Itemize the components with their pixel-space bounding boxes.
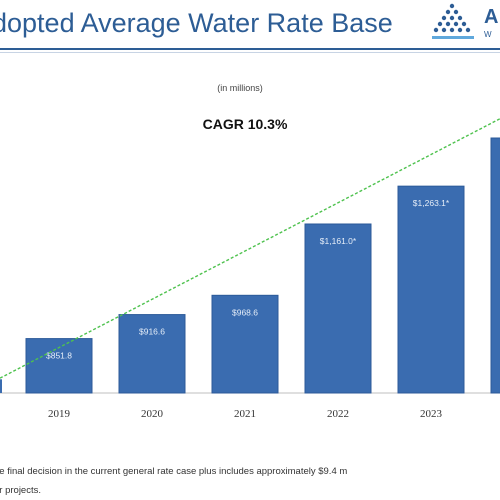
cagr-trend-line	[0, 118, 500, 379]
x-tick-label: 2022	[327, 408, 349, 420]
bar-value-label: $851.8	[46, 351, 72, 361]
title-divider-thin	[0, 52, 500, 53]
bar	[397, 185, 465, 394]
cagr-annotation: CAGR 10.3%	[202, 116, 288, 132]
bar	[211, 294, 279, 394]
bar-edge-marker	[0, 379, 2, 393]
bar	[490, 137, 500, 394]
logo-text: A	[484, 6, 499, 28]
footnote-line-2: er projects.	[0, 485, 41, 496]
bar-value-label: $916.6	[139, 327, 165, 337]
units-note: (in millions)	[217, 83, 263, 93]
bar	[118, 314, 186, 394]
title-divider	[0, 48, 500, 50]
bar	[25, 338, 93, 394]
company-logo-icon	[432, 3, 474, 39]
bar-value-label: $1,161.0*	[320, 236, 357, 246]
logo-subtext: W	[484, 30, 492, 39]
footnote-line-1: he final decision in the current general…	[0, 466, 348, 477]
page-title: dopted Average Water Rate Base	[0, 8, 393, 38]
x-tick-label: 2023	[420, 408, 443, 420]
footnote: he final decision in the current general…	[0, 462, 347, 500]
bar-value-label: $968.6	[232, 307, 258, 317]
x-tick-label: 2020	[141, 408, 164, 420]
bar-value-label: $1,263.1*	[413, 198, 450, 208]
x-tick-label: 2019	[48, 408, 71, 420]
bar	[304, 223, 372, 394]
x-tick-label: 2021	[234, 408, 256, 420]
